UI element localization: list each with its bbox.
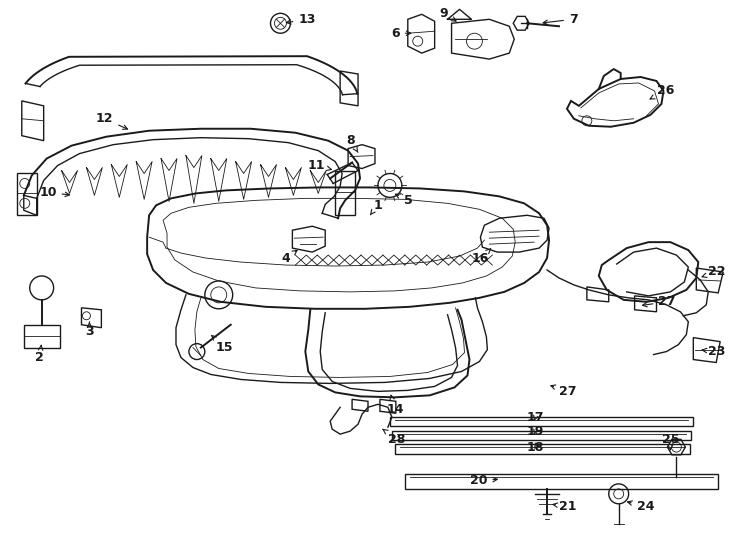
Text: 9: 9 <box>439 7 456 21</box>
Text: 27: 27 <box>551 385 576 398</box>
Text: 2: 2 <box>35 345 44 364</box>
Text: 8: 8 <box>346 134 358 152</box>
Text: 26: 26 <box>650 84 674 99</box>
Text: 18: 18 <box>527 441 544 454</box>
Text: 6: 6 <box>391 26 411 40</box>
Text: 17: 17 <box>526 411 544 424</box>
Text: 23: 23 <box>702 345 726 358</box>
Text: 5: 5 <box>396 194 413 207</box>
Text: 24: 24 <box>628 500 654 514</box>
Text: 14: 14 <box>386 395 404 416</box>
Text: 15: 15 <box>211 335 233 354</box>
Text: 28: 28 <box>382 429 405 445</box>
Text: 11: 11 <box>308 159 331 172</box>
Text: 13: 13 <box>286 13 316 26</box>
Text: 20: 20 <box>470 475 498 488</box>
Text: 22: 22 <box>702 266 726 279</box>
Text: 12: 12 <box>96 112 128 129</box>
Text: 10: 10 <box>39 186 70 199</box>
Text: 19: 19 <box>527 424 544 437</box>
Text: 3: 3 <box>85 322 94 338</box>
Text: 4: 4 <box>282 251 297 265</box>
Text: 1: 1 <box>371 199 382 215</box>
Text: 16: 16 <box>472 248 491 265</box>
Text: 21: 21 <box>553 500 576 514</box>
Text: 25: 25 <box>661 433 679 450</box>
Text: 27: 27 <box>642 295 676 308</box>
Text: 7: 7 <box>543 13 578 26</box>
